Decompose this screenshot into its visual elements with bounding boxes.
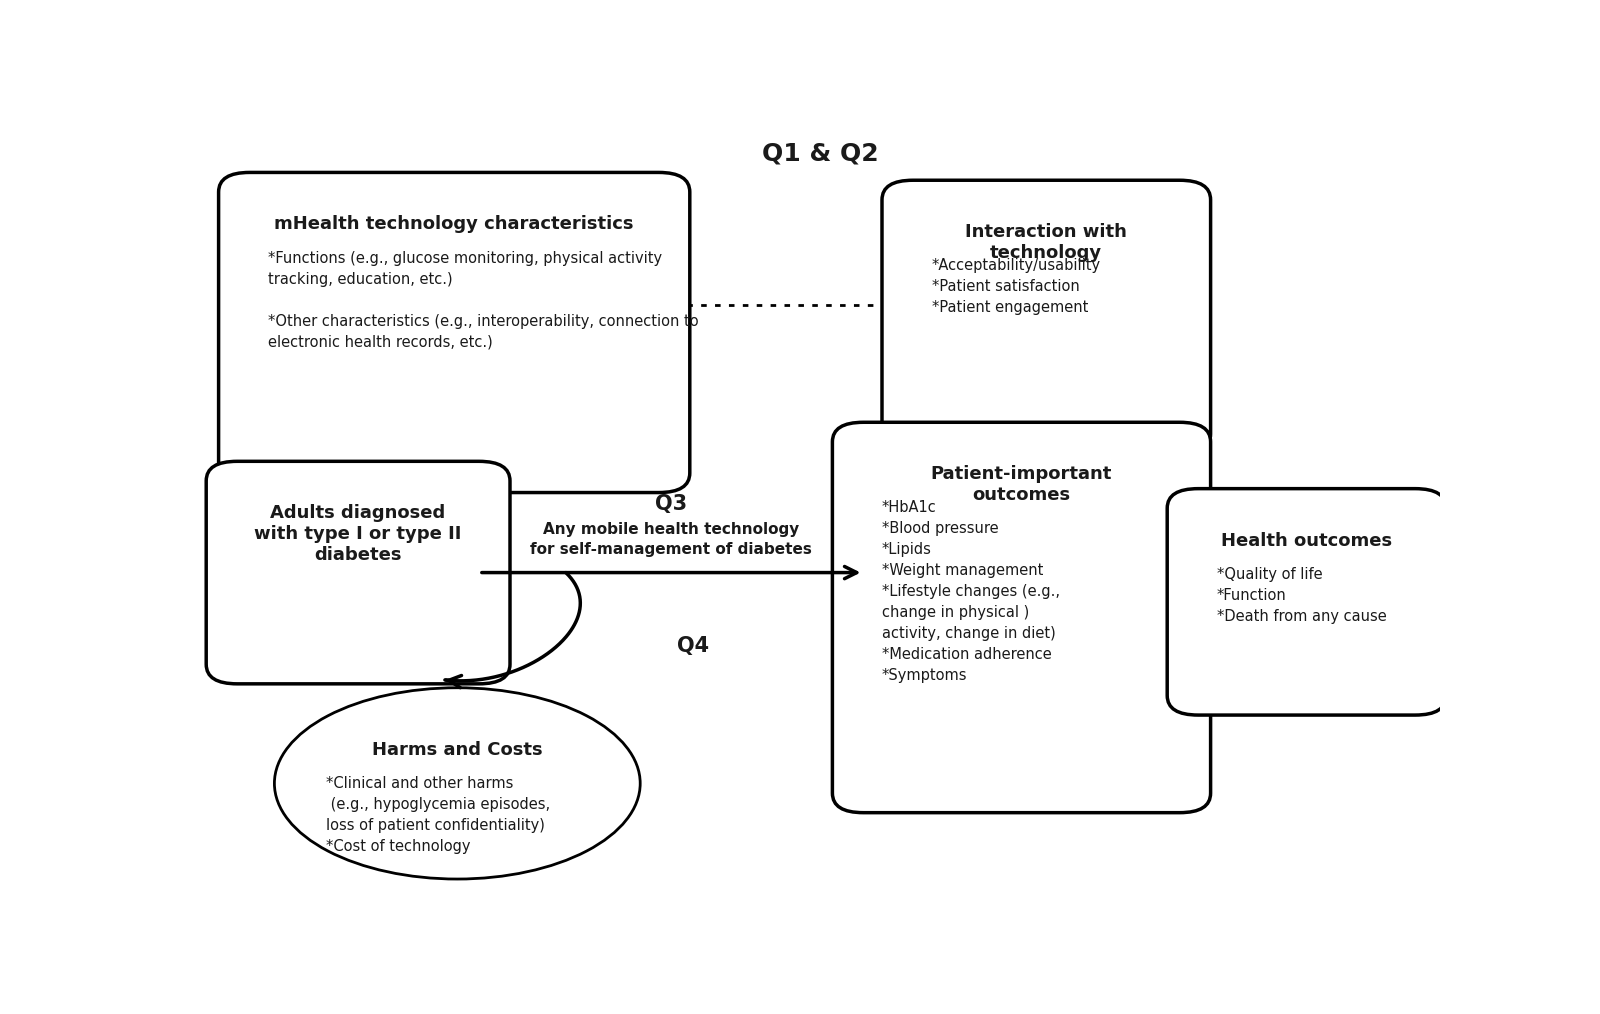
Text: Patient-important
outcomes: Patient-important outcomes: [931, 465, 1112, 504]
Text: *Clinical and other harms
 (e.g., hypoglycemia episodes,
loss of patient confide: *Clinical and other harms (e.g., hypogly…: [326, 776, 550, 854]
Text: Health outcomes: Health outcomes: [1221, 531, 1392, 550]
Text: Any mobile health technology
for self-management of diabetes: Any mobile health technology for self-ma…: [530, 522, 813, 557]
Text: Q3: Q3: [654, 494, 688, 514]
Text: Harms and Costs: Harms and Costs: [371, 741, 542, 759]
FancyBboxPatch shape: [882, 180, 1211, 453]
Text: *Quality of life
*Function
*Death from any cause: *Quality of life *Function *Death from a…: [1218, 567, 1387, 624]
FancyBboxPatch shape: [832, 422, 1211, 812]
FancyBboxPatch shape: [219, 172, 690, 493]
FancyBboxPatch shape: [1168, 489, 1446, 715]
Text: Adults diagnosed
with type I or type II
diabetes: Adults diagnosed with type I or type II …: [254, 504, 462, 564]
Text: Q4: Q4: [677, 636, 709, 656]
Text: *Acceptability/usability
*Patient satisfaction
*Patient engagement: *Acceptability/usability *Patient satisf…: [931, 259, 1101, 315]
Ellipse shape: [275, 687, 640, 879]
Text: Interaction with
technology: Interaction with technology: [965, 223, 1128, 262]
Text: mHealth technology characteristics: mHealth technology characteristics: [275, 215, 634, 233]
Text: *HbA1c
*Blood pressure
*Lipids
*Weight management
*Lifestyle changes (e.g.,
chan: *HbA1c *Blood pressure *Lipids *Weight m…: [882, 500, 1059, 683]
FancyBboxPatch shape: [206, 461, 510, 683]
Text: Q1 & Q2: Q1 & Q2: [762, 141, 878, 165]
Text: *Functions (e.g., glucose monitoring, physical activity
tracking, education, etc: *Functions (e.g., glucose monitoring, ph…: [269, 250, 699, 350]
